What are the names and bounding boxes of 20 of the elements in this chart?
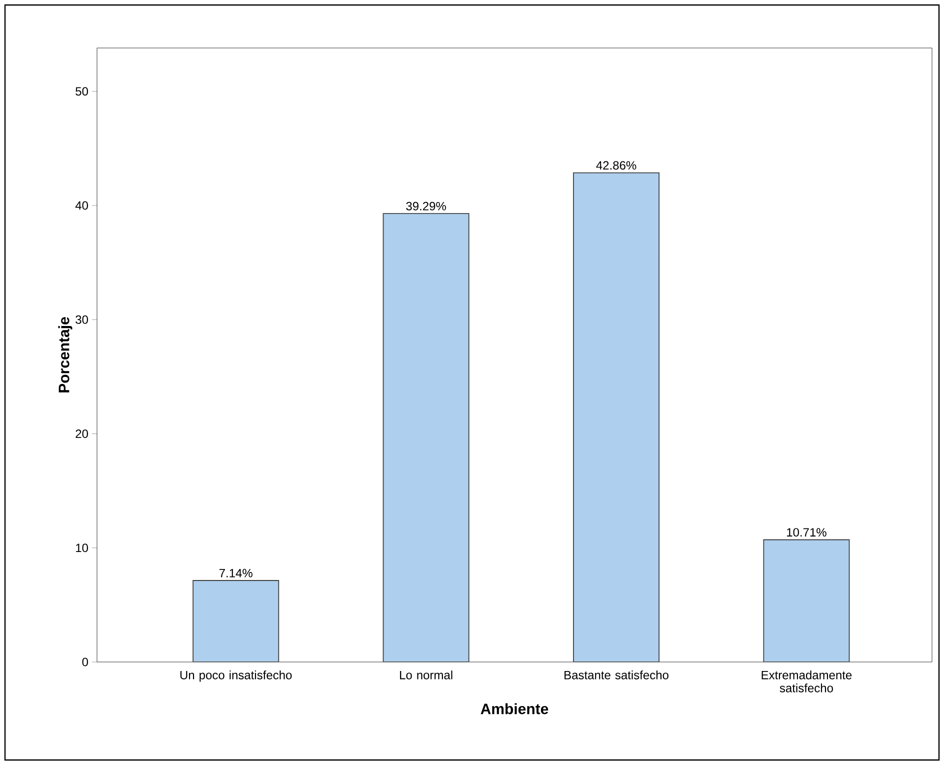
- data-label: 39.29%: [406, 202, 446, 210]
- y-tick-label: 50: [76, 87, 88, 96]
- y-axis-title: Porcentaje: [58, 317, 72, 392]
- x-tick-label: Un poco insatisfecho: [180, 670, 292, 682]
- bar: [192, 580, 280, 662]
- x-tick-label: Extremadamente satisfecho: [762, 670, 852, 692]
- y-tick-label: 30: [76, 315, 88, 324]
- y-tick-label: 10: [76, 544, 88, 552]
- y-tick-label: 40: [75, 201, 88, 210]
- x-tick-label: Bastante satisfecho: [564, 670, 668, 680]
- data-label: 10.71%: [787, 528, 826, 537]
- x-tick-label: Lo normal: [400, 670, 452, 680]
- bar: [763, 539, 850, 662]
- data-label: 42.86%: [596, 161, 636, 170]
- bar: [573, 172, 660, 662]
- y-tick-label: 0: [82, 658, 88, 666]
- y-tick-label: 20: [76, 429, 88, 438]
- x-axis-title: Ambiente: [480, 703, 548, 714]
- data-label: 7.14%: [219, 568, 252, 578]
- bar: [382, 213, 470, 662]
